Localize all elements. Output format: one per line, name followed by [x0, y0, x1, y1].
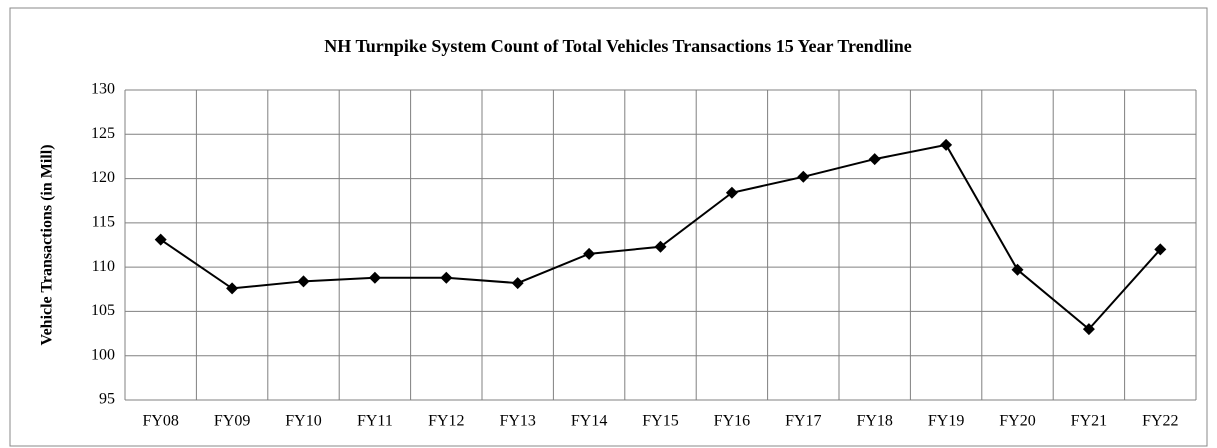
x-tick-label: FY11	[357, 413, 393, 430]
marker	[1011, 263, 1024, 276]
marker	[725, 186, 738, 199]
x-tick-label: FY16	[714, 413, 750, 430]
y-tick-label: 115	[92, 214, 115, 231]
y-tick-label: 95	[99, 391, 115, 408]
x-tick-label: FY10	[285, 413, 321, 430]
marker	[940, 138, 953, 151]
marker	[1082, 323, 1095, 336]
x-tick-label: FY08	[142, 413, 178, 430]
x-tick-label: FY18	[856, 413, 892, 430]
marker	[226, 282, 239, 295]
x-tick-label: FY19	[928, 413, 964, 430]
marker	[368, 271, 381, 284]
marker	[154, 233, 167, 246]
y-tick-label: 125	[91, 125, 115, 142]
y-tick-label: 105	[91, 302, 115, 319]
x-tick-label: FY12	[428, 413, 464, 430]
y-tick-label: 120	[91, 169, 115, 186]
marker	[1154, 243, 1167, 256]
chart-title: NH Turnpike System Count of Total Vehicl…	[324, 36, 911, 56]
x-tick-label: FY14	[571, 413, 607, 430]
x-tick-label: FY09	[214, 413, 250, 430]
x-tick-label: FY20	[999, 413, 1035, 430]
x-tick-label: FY22	[1142, 413, 1178, 430]
marker	[654, 240, 667, 253]
marker	[583, 247, 596, 260]
marker	[797, 170, 810, 183]
y-tick-label: 130	[91, 81, 115, 98]
marker	[511, 277, 524, 290]
y-tick-label: 100	[91, 346, 115, 363]
y-axis-label: Vehicle Transactions (in Mill)	[39, 144, 56, 345]
x-tick-label: FY15	[642, 413, 678, 430]
y-tick-label: 110	[92, 258, 115, 275]
chart-border	[9, 7, 1208, 447]
marker	[440, 271, 453, 284]
marker	[297, 275, 310, 288]
marker	[868, 153, 881, 166]
x-tick-label: FY17	[785, 413, 821, 430]
x-tick-label: FY21	[1071, 413, 1107, 430]
x-tick-label: FY13	[499, 413, 535, 430]
